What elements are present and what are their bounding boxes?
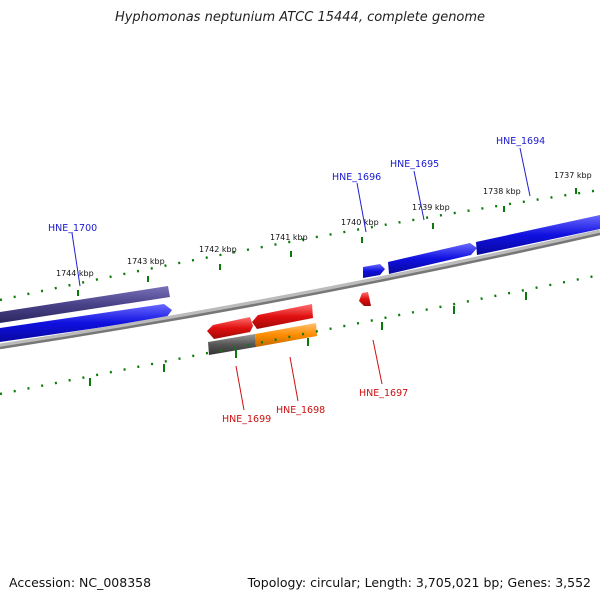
- leader-line-hne-1698: [289, 356, 299, 402]
- leader-lines: [71, 147, 531, 411]
- upper-tick-dots: [0, 188, 600, 302]
- kbp-labels: 1744 kbp 1743 kbp 1742 kbp 1741 kbp 1740…: [56, 171, 592, 278]
- kbp-label: 1739 kbp: [412, 203, 450, 212]
- leader-line-hne-1697: [372, 339, 383, 385]
- gene-forward-hne-1694[interactable]: [476, 215, 600, 255]
- kbp-label: 1737 kbp: [554, 171, 592, 180]
- gene-label-hne-1700[interactable]: HNE_1700: [48, 223, 97, 234]
- genome-backbone-light: [0, 229, 600, 349]
- genome-backbone: [0, 232, 600, 350]
- kbp-label: 1741 kbp: [270, 233, 308, 242]
- leader-line-hne-1700: [71, 232, 81, 287]
- gene-labels: HNE_1700 HNE_1696 HNE_1695 HNE_1694 HNE_…: [48, 136, 545, 425]
- kbp-label: 1740 kbp: [341, 218, 379, 227]
- feature-purple[interactable]: [0, 286, 170, 323]
- leader-line-hne-1694: [519, 147, 531, 197]
- gene-reverse-hne-1697[interactable]: [359, 292, 371, 306]
- kbp-label: 1738 kbp: [483, 187, 521, 196]
- gene-forward-hne-1700[interactable]: [0, 304, 172, 342]
- kbp-label: 1744 kbp: [56, 269, 94, 278]
- gene-reverse-hne-1699[interactable]: [207, 317, 253, 339]
- topology-text: Topology: circular; Length: 3,705,021 bp…: [247, 575, 591, 590]
- gene-label-hne-1697[interactable]: HNE_1697: [359, 388, 408, 399]
- gene-forward-hne-1696[interactable]: [363, 264, 385, 278]
- gene-label-hne-1694[interactable]: HNE_1694: [496, 136, 545, 147]
- leader-line-hne-1695: [413, 170, 425, 221]
- upper-tick-track: [0, 188, 600, 302]
- kbp-label: 1743 kbp: [127, 257, 165, 266]
- lower-tick-track: [0, 273, 600, 396]
- gene-label-hne-1695[interactable]: HNE_1695: [390, 159, 439, 170]
- lower-tick-dots: [0, 273, 600, 396]
- accession-text: Accession: NC_008358: [9, 575, 152, 590]
- gene-forward-hne-1695[interactable]: [388, 243, 477, 274]
- map-title: Hyphomonas neptunium ATCC 15444, complet…: [114, 10, 486, 25]
- gene-label-hne-1698[interactable]: HNE_1698: [276, 405, 325, 416]
- leader-line-hne-1696: [356, 182, 367, 233]
- gene-label-hne-1699[interactable]: HNE_1699: [222, 414, 271, 425]
- kbp-label: 1742 kbp: [199, 245, 237, 254]
- leader-line-hne-1699: [235, 365, 245, 411]
- gene-label-hne-1696[interactable]: HNE_1696: [332, 172, 381, 183]
- feature-orange[interactable]: [255, 323, 317, 347]
- gene-reverse-hne-1698[interactable]: [252, 304, 313, 329]
